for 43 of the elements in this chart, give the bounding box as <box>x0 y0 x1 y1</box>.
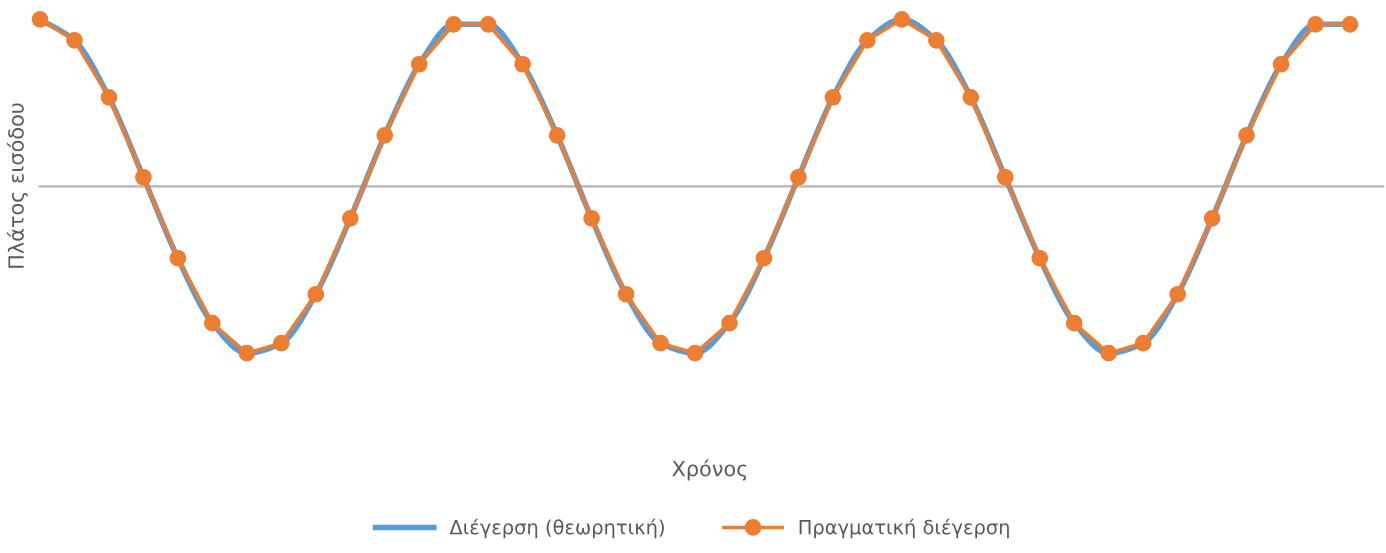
point <box>824 88 842 106</box>
point <box>790 168 807 186</box>
point <box>583 209 600 227</box>
point <box>617 285 635 303</box>
point <box>1203 209 1221 227</box>
point <box>135 168 152 186</box>
point <box>1100 344 1118 362</box>
legend-label: Διέγερση (θεωρητική) <box>449 518 664 539</box>
point <box>893 11 911 28</box>
point <box>238 344 256 362</box>
point <box>1307 16 1324 33</box>
point <box>652 334 669 352</box>
point <box>376 127 394 144</box>
y-axis-title: Πλάτος εισόδου <box>6 103 28 268</box>
point <box>1134 334 1152 352</box>
point <box>100 88 118 106</box>
point <box>1169 285 1186 303</box>
point <box>686 344 704 362</box>
point <box>272 334 290 352</box>
point <box>1272 55 1290 73</box>
point <box>962 88 980 106</box>
point <box>755 249 773 267</box>
point <box>1031 249 1049 267</box>
point <box>204 314 221 332</box>
point <box>859 32 876 49</box>
point <box>996 168 1014 186</box>
point <box>341 209 359 227</box>
point <box>307 285 325 303</box>
point <box>66 32 83 49</box>
point <box>1238 127 1255 144</box>
point <box>927 32 945 49</box>
point <box>721 314 738 332</box>
point <box>1341 16 1359 33</box>
point <box>1065 314 1083 332</box>
point <box>445 16 463 33</box>
legend-label: Πραγματική διέγερση <box>799 518 1009 539</box>
point <box>548 127 566 144</box>
point <box>514 55 531 73</box>
point <box>169 249 187 267</box>
point <box>479 16 497 33</box>
point <box>31 11 49 28</box>
point <box>410 55 428 73</box>
text: Χρόνος <box>672 459 747 481</box>
